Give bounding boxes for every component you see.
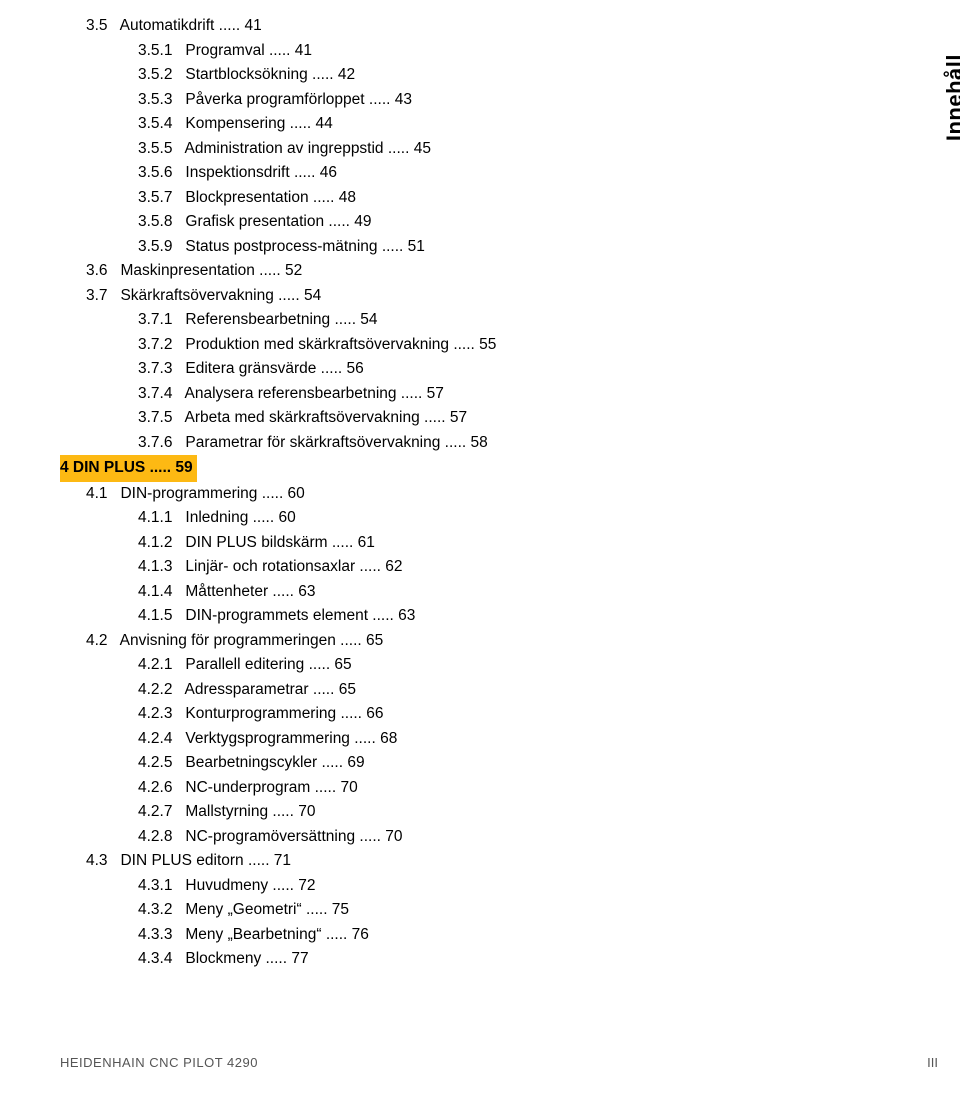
table-of-contents: 3.5 Automatikdrift ..... 413.5.1 Program… xyxy=(60,14,900,972)
toc-entry: 4.2.5 Bearbetningscykler ..... 69 xyxy=(60,751,900,776)
toc-entry: 4.2.4 Verktygsprogrammering ..... 68 xyxy=(60,727,900,752)
toc-entry: 3.7.5 Arbeta med skärkraftsövervakning .… xyxy=(60,406,900,431)
toc-entry: 3.5.6 Inspektionsdrift ..... 46 xyxy=(60,161,900,186)
toc-entry: 3.5.9 Status postprocess-mätning ..... 5… xyxy=(60,235,900,260)
toc-chapter-heading: 4 DIN PLUS ..... 59 xyxy=(60,455,197,482)
toc-entry: 3.7.1 Referensbearbetning ..... 54 xyxy=(60,308,900,333)
toc-entry: 4.2.2 Adressparametrar ..... 65 xyxy=(60,678,900,703)
toc-entry: 4.3.3 Meny „Bearbetning“ ..... 76 xyxy=(60,923,900,948)
footer-page-number: III xyxy=(927,1055,938,1070)
toc-entry: 3.5.8 Grafisk presentation ..... 49 xyxy=(60,210,900,235)
toc-entry: 4.1.3 Linjär- och rotationsaxlar ..... 6… xyxy=(60,555,900,580)
toc-entry: 4.3.1 Huvudmeny ..... 72 xyxy=(60,874,900,899)
toc-entry: 4.2.3 Konturprogrammering ..... 66 xyxy=(60,702,900,727)
footer-product: HEIDENHAIN CNC PILOT 4290 xyxy=(60,1055,258,1070)
toc-entry: 3.7 Skärkraftsövervakning ..... 54 xyxy=(60,284,900,309)
toc-entry: 4.1.2 DIN PLUS bildskärm ..... 61 xyxy=(60,531,900,556)
toc-entry: 4.1 DIN-programmering ..... 60 xyxy=(60,482,900,507)
toc-entry: 4.2.1 Parallell editering ..... 65 xyxy=(60,653,900,678)
sidebar-title: Innehåll xyxy=(942,54,960,141)
toc-entry: 3.5.4 Kompensering ..... 44 xyxy=(60,112,900,137)
toc-entry: 3.5.5 Administration av ingreppstid ....… xyxy=(60,137,900,162)
toc-entry: 4.3.4 Blockmeny ..... 77 xyxy=(60,947,900,972)
toc-entry: 4.2.6 NC-underprogram ..... 70 xyxy=(60,776,900,801)
toc-entry: 4.1.5 DIN-programmets element ..... 63 xyxy=(60,604,900,629)
toc-entry: 3.5.7 Blockpresentation ..... 48 xyxy=(60,186,900,211)
toc-entry: 3.5.2 Startblocksökning ..... 42 xyxy=(60,63,900,88)
toc-entry: 3.5.1 Programval ..... 41 xyxy=(60,39,900,64)
toc-entry: 3.6 Maskinpresentation ..... 52 xyxy=(60,259,900,284)
toc-entry: 4.2.7 Mallstyrning ..... 70 xyxy=(60,800,900,825)
toc-entry: 3.7.3 Editera gränsvärde ..... 56 xyxy=(60,357,900,382)
toc-entry: 3.7.2 Produktion med skärkraftsövervakni… xyxy=(60,333,900,358)
toc-entry: 4.1.4 Måttenheter ..... 63 xyxy=(60,580,900,605)
page-footer: HEIDENHAIN CNC PILOT 4290 III xyxy=(60,1055,938,1070)
toc-entry: 4.1.1 Inledning ..... 60 xyxy=(60,506,900,531)
toc-entry: 3.7.6 Parametrar för skärkraftsövervakni… xyxy=(60,431,900,456)
toc-entry: 4.2.8 NC-programöversättning ..... 70 xyxy=(60,825,900,850)
toc-entry: 3.7.4 Analysera referensbearbetning ....… xyxy=(60,382,900,407)
toc-entry: 4.2 Anvisning för programmeringen ..... … xyxy=(60,629,900,654)
toc-entry: 4 DIN PLUS ..... 59 xyxy=(60,455,900,482)
toc-entry: 4.3 DIN PLUS editorn ..... 71 xyxy=(60,849,900,874)
toc-entry: 3.5.3 Påverka programförloppet ..... 43 xyxy=(60,88,900,113)
toc-entry: 4.3.2 Meny „Geometri“ ..... 75 xyxy=(60,898,900,923)
toc-entry: 3.5 Automatikdrift ..... 41 xyxy=(60,14,900,39)
